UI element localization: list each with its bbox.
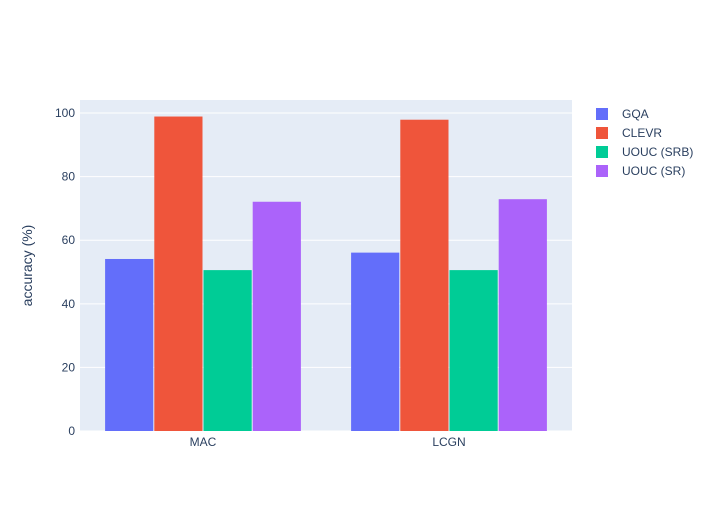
legend-item[interactable]: UOUC (SRB): [596, 145, 693, 159]
legend-label: GQA: [622, 107, 649, 121]
bar-uouc-sr-lcgn[interactable]: [498, 199, 547, 431]
legend-label: UOUC (SRB): [622, 145, 693, 159]
bar-gqa-lcgn[interactable]: [351, 252, 400, 431]
plot-background: [80, 100, 572, 431]
legend-item[interactable]: UOUC (SR): [596, 164, 685, 178]
bar-uouc-srb-lcgn[interactable]: [449, 270, 498, 431]
legend-label: CLEVR: [622, 126, 662, 140]
legend-swatch: [596, 165, 608, 177]
legend-label: UOUC (SR): [622, 164, 685, 178]
y-axis-ticks: 0 20 40 60 80 100: [55, 106, 75, 438]
bar-clevr-lcgn[interactable]: [400, 119, 449, 431]
y-tick-label: 0: [68, 424, 75, 438]
y-tick-label: 80: [62, 170, 76, 184]
bars: [105, 116, 547, 431]
x-tick-label: LCGN: [432, 435, 465, 449]
x-tick-label: MAC: [190, 435, 217, 449]
bar-uouc-sr-mac[interactable]: [252, 201, 301, 431]
legend-swatch: [596, 108, 608, 120]
y-tick-label: 20: [62, 360, 76, 374]
bar-clevr-mac[interactable]: [154, 116, 203, 431]
bar-gqa-mac[interactable]: [105, 258, 154, 431]
bar-uouc-srb-mac[interactable]: [203, 270, 252, 431]
x-axis-ticks: MAC LCGN: [190, 435, 466, 449]
legend-swatch: [596, 146, 608, 158]
legend-item[interactable]: CLEVR: [596, 126, 662, 140]
y-tick-label: 100: [55, 106, 75, 120]
legend-swatch: [596, 127, 608, 139]
y-tick-label: 40: [62, 297, 76, 311]
legend-item[interactable]: GQA: [596, 107, 649, 121]
y-tick-label: 60: [62, 233, 76, 247]
y-axis-title: accuracy (%): [19, 225, 35, 307]
legend[interactable]: GQA CLEVR UOUC (SRB) UOUC (SR): [596, 107, 693, 178]
